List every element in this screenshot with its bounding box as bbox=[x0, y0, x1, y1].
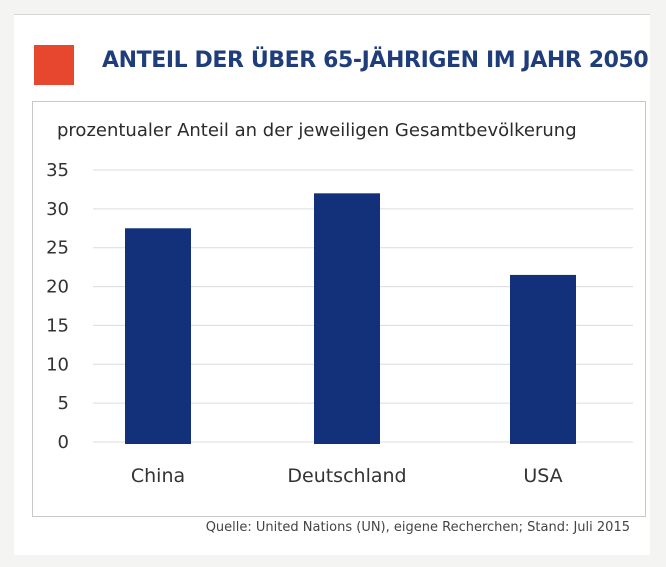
chart-frame: prozentualer Anteil an der jeweiligen Ge… bbox=[32, 101, 646, 517]
accent-square bbox=[34, 45, 74, 85]
source-note: Quelle: United Nations (UN), eigene Rech… bbox=[205, 520, 630, 535]
y-tick-label: 20 bbox=[46, 277, 69, 298]
y-tick-label: 10 bbox=[46, 354, 69, 375]
chart-title: ANTEIL DER ÜBER 65-JÄHRIGEN IM JAHR 2050 bbox=[102, 48, 649, 73]
bar-china bbox=[125, 228, 191, 444]
category-label-china: China bbox=[131, 465, 185, 487]
chart-subtitle: prozentualer Anteil an der jeweiligen Ge… bbox=[57, 120, 577, 141]
bar-usa bbox=[510, 274, 576, 444]
category-label-deutschland: Deutschland bbox=[287, 465, 406, 487]
chart-card: ANTEIL DER ÜBER 65-JÄHRIGEN IM JAHR 2050… bbox=[14, 14, 650, 555]
y-tick-label: 0 bbox=[58, 432, 69, 453]
y-tick-label: 30 bbox=[46, 199, 69, 220]
bar-chart: 35 30 25 20 15 10 5 0 China Deutschland USA bbox=[46, 160, 633, 487]
y-tick-label: 5 bbox=[58, 393, 69, 414]
y-tick-label: 35 bbox=[46, 160, 69, 181]
y-tick-label: 25 bbox=[46, 238, 69, 259]
y-tick-label: 15 bbox=[46, 315, 69, 336]
category-label-usa: USA bbox=[523, 465, 562, 487]
bar-deutschland bbox=[314, 193, 380, 444]
